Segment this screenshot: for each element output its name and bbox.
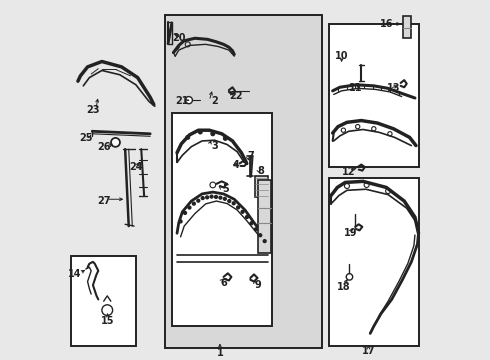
- Text: 3: 3: [211, 141, 218, 150]
- Bar: [172, 113, 272, 326]
- Circle shape: [241, 210, 244, 213]
- Bar: [329, 24, 418, 167]
- Circle shape: [201, 197, 204, 199]
- Circle shape: [219, 196, 222, 199]
- Bar: [72, 256, 136, 346]
- Text: 23: 23: [86, 105, 99, 115]
- Circle shape: [198, 130, 202, 134]
- Circle shape: [113, 140, 119, 145]
- Bar: [255, 176, 268, 198]
- Text: 13: 13: [387, 84, 400, 93]
- Text: 26: 26: [97, 142, 110, 152]
- Circle shape: [197, 199, 200, 202]
- Circle shape: [223, 137, 227, 140]
- Circle shape: [263, 240, 266, 243]
- Bar: [258, 180, 271, 253]
- Circle shape: [193, 202, 196, 205]
- Text: 11: 11: [349, 84, 363, 93]
- Text: 20: 20: [172, 33, 186, 43]
- Circle shape: [232, 202, 235, 205]
- Circle shape: [254, 228, 257, 231]
- Circle shape: [348, 275, 351, 279]
- Text: 17: 17: [362, 346, 375, 356]
- Text: 14: 14: [68, 269, 82, 279]
- Circle shape: [187, 98, 191, 102]
- Bar: [165, 15, 322, 348]
- Circle shape: [237, 206, 240, 209]
- Text: 10: 10: [335, 51, 348, 61]
- Bar: [329, 178, 418, 346]
- Circle shape: [206, 196, 209, 199]
- Circle shape: [186, 136, 190, 139]
- Text: 18: 18: [337, 282, 350, 292]
- Circle shape: [223, 197, 226, 200]
- Circle shape: [346, 274, 353, 280]
- Text: 4: 4: [233, 160, 240, 170]
- Circle shape: [259, 234, 262, 237]
- Circle shape: [211, 132, 215, 136]
- Text: 25: 25: [79, 134, 93, 143]
- Text: 1: 1: [217, 348, 223, 358]
- Text: 8: 8: [258, 166, 265, 176]
- Text: 5: 5: [222, 184, 229, 194]
- Circle shape: [188, 206, 191, 209]
- Text: 24: 24: [129, 162, 143, 172]
- Text: 7: 7: [247, 151, 254, 161]
- Circle shape: [179, 220, 182, 223]
- Circle shape: [250, 222, 253, 225]
- Text: 2: 2: [211, 96, 218, 106]
- Text: 12: 12: [342, 167, 356, 177]
- Text: 9: 9: [254, 280, 261, 290]
- Circle shape: [111, 138, 120, 147]
- Text: 22: 22: [229, 90, 243, 100]
- Circle shape: [215, 195, 218, 198]
- Circle shape: [228, 200, 231, 202]
- Circle shape: [245, 216, 248, 219]
- Circle shape: [184, 211, 187, 214]
- Text: 27: 27: [97, 196, 110, 206]
- Text: 21: 21: [175, 96, 189, 106]
- Circle shape: [185, 96, 193, 104]
- Circle shape: [210, 195, 213, 198]
- Bar: [403, 16, 412, 38]
- Text: 19: 19: [344, 228, 357, 238]
- Text: 6: 6: [220, 278, 227, 288]
- Text: 15: 15: [100, 316, 114, 326]
- Text: 16: 16: [380, 19, 393, 29]
